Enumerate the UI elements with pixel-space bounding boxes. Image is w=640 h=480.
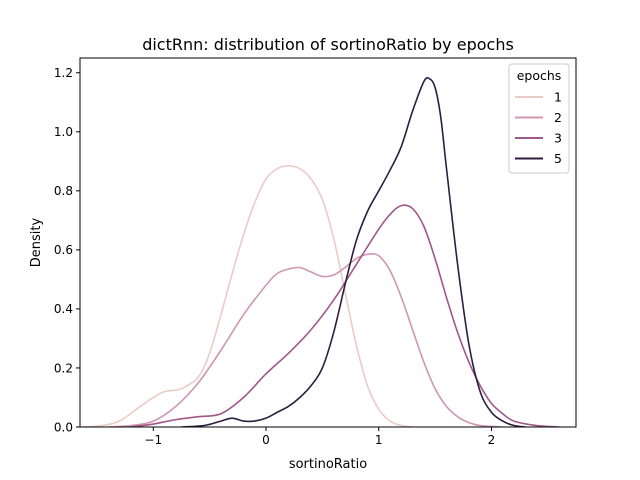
series-line-epochs-2 (107, 253, 504, 427)
y-tick-label: 0.2 (54, 361, 73, 375)
y-tick-label: 0.0 (54, 420, 73, 434)
series-line-epochs-1 (82, 164, 414, 427)
legend-label-epochs-1: 1 (554, 90, 562, 105)
legend-label-epochs-2: 2 (554, 110, 562, 125)
y-axis-label: Density (29, 217, 44, 267)
x-axis: −1 0 1 2 (144, 427, 495, 447)
y-tick-label: 1.0 (54, 125, 73, 139)
x-axis-label: sortinoRatio (289, 457, 367, 472)
series-line-epochs-3 (129, 204, 560, 427)
series-line-epochs-5 (180, 76, 527, 427)
x-tick-label: 2 (488, 433, 496, 447)
x-tick-label: 0 (262, 433, 270, 447)
x-tick-label: −1 (144, 433, 162, 447)
chart-title: dictRnn: distribution of sortinoRatio by… (142, 35, 514, 54)
legend-items: 1 2 3 5 (515, 90, 562, 166)
y-tick-label: 0.8 (54, 184, 73, 198)
legend: epochs 1 2 3 5 (508, 63, 570, 174)
y-tick-label: 0.6 (54, 243, 73, 257)
legend-label-epochs-5: 5 (554, 151, 562, 166)
y-tick-label: 1.2 (54, 66, 73, 80)
plot-frame (79, 57, 577, 428)
legend-title: epochs (517, 68, 562, 83)
legend-label-epochs-3: 3 (554, 131, 562, 146)
y-axis: 0.0 0.2 0.4 0.6 0.8 1.0 1.2 (54, 66, 80, 434)
x-tick-label: 1 (375, 433, 383, 447)
y-tick-label: 0.4 (54, 302, 73, 316)
series-layer (82, 76, 560, 427)
